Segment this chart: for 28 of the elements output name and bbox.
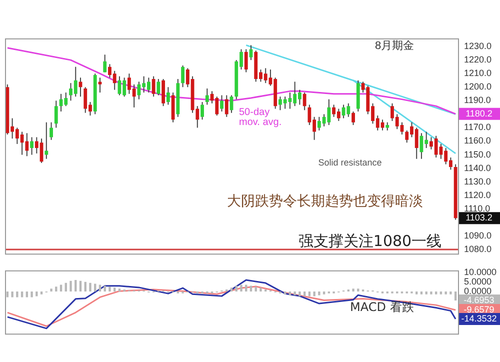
y-tick-label: 1200.0 [464, 82, 492, 92]
text: 1103.2 [466, 212, 492, 223]
y-tick-label: 1190.0 [464, 95, 491, 106]
text: 1180.2 [466, 108, 492, 118]
text: -14.3532 [461, 313, 497, 324]
y-tick-label: 1160.0 [464, 136, 491, 146]
y-tick-label: 1150.0 [464, 149, 491, 160]
y-tick-label: 1090.0 [464, 230, 492, 240]
text: -9.6579 [464, 304, 494, 314]
y-tick-label: 1170.0 [464, 122, 491, 132]
y-tick-label: 1130.0 [464, 176, 491, 186]
y-tick-label: 1140.0 [464, 162, 491, 173]
y-tick-label: 10.0000 [464, 266, 497, 277]
annotation: 50-day mov. avg. [239, 106, 282, 128]
annotation: 强支撑关注1080一线 [298, 232, 442, 250]
annotation: Solid resistance [318, 157, 382, 168]
y-tick-label: 1210.0 [464, 68, 492, 78]
annotation: 大阴跌势令长期趋势也变得暗淡 [227, 194, 423, 210]
text: -4.6953 [464, 294, 494, 305]
y-tick-label: 1080.0 [464, 244, 492, 254]
y-tick-label: 1110.0 [464, 203, 490, 214]
annotation: 8月期金 [375, 40, 414, 52]
y-tick-label: 0.0000 [464, 286, 492, 296]
y-tick-label: 1220.0 [464, 54, 492, 65]
y-tick-label: 1120.0 [464, 190, 491, 200]
y-tick-label: 1230.0 [464, 41, 492, 52]
annotation: MACD 看跌 [350, 300, 414, 314]
y-tick-label: 5.0000 [464, 276, 492, 286]
